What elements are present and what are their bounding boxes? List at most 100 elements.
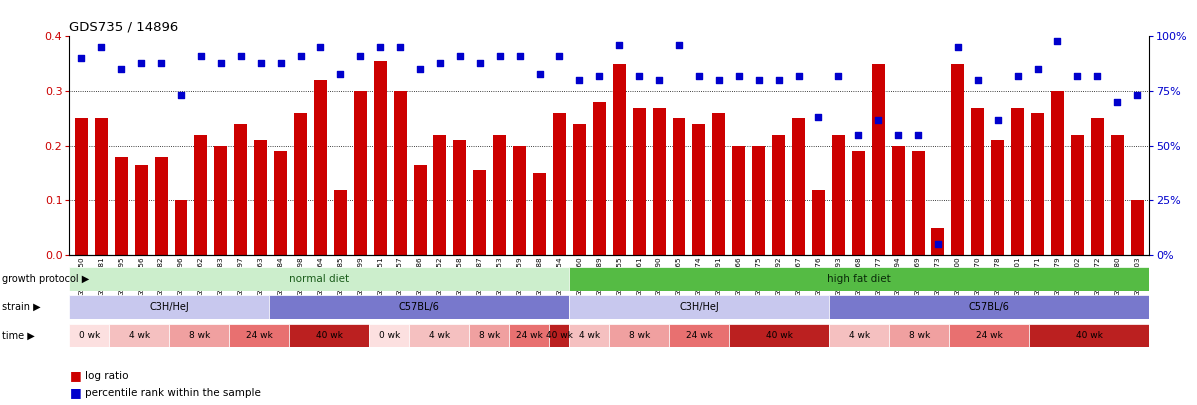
Point <box>1008 72 1027 79</box>
Point <box>1028 66 1047 72</box>
Point <box>710 77 729 83</box>
Bar <box>254 140 267 255</box>
Text: 24 wk: 24 wk <box>516 331 542 340</box>
Bar <box>170 324 230 347</box>
Bar <box>493 135 506 255</box>
Point <box>1107 99 1126 105</box>
Point <box>490 53 509 60</box>
Point <box>869 116 888 123</box>
Point <box>570 77 589 83</box>
Bar <box>549 324 570 347</box>
Text: C57BL/6: C57BL/6 <box>968 302 1009 312</box>
Text: 4 wk: 4 wk <box>129 331 150 340</box>
Point <box>251 60 271 66</box>
Bar <box>652 108 666 255</box>
Text: normal diet: normal diet <box>290 274 350 284</box>
Bar <box>69 267 570 291</box>
Bar <box>1090 118 1104 255</box>
Point <box>789 72 808 79</box>
Point <box>809 114 828 121</box>
Text: growth protocol ▶: growth protocol ▶ <box>2 274 90 284</box>
Bar <box>69 295 269 319</box>
Point <box>888 132 907 138</box>
Bar <box>772 135 785 255</box>
Text: 40 wk: 40 wk <box>546 331 572 340</box>
Bar <box>373 61 387 255</box>
Point <box>929 241 948 247</box>
Point <box>768 77 788 83</box>
Bar <box>673 118 686 255</box>
Bar <box>889 324 949 347</box>
Point <box>72 55 91 62</box>
Bar <box>314 80 327 255</box>
Point <box>549 53 569 60</box>
Text: 24 wk: 24 wk <box>247 331 273 340</box>
Point <box>968 77 988 83</box>
Point <box>909 132 928 138</box>
Bar <box>235 124 248 255</box>
Text: strain ▶: strain ▶ <box>2 302 41 312</box>
Bar <box>613 64 626 255</box>
Point <box>948 44 967 51</box>
Bar <box>729 324 830 347</box>
Bar <box>1051 91 1064 255</box>
Text: ■: ■ <box>69 386 81 399</box>
Point <box>132 60 151 66</box>
Bar <box>469 324 509 347</box>
Text: log ratio: log ratio <box>85 371 128 381</box>
Point <box>590 72 609 79</box>
Bar <box>175 200 188 255</box>
Bar <box>1071 135 1083 255</box>
Bar <box>1011 108 1025 255</box>
Point <box>152 60 171 66</box>
Bar <box>394 91 407 255</box>
Bar <box>1031 113 1044 255</box>
Text: C3H/HeJ: C3H/HeJ <box>680 302 719 312</box>
Point <box>749 77 768 83</box>
Text: 4 wk: 4 wk <box>429 331 450 340</box>
Bar <box>573 124 585 255</box>
Point <box>650 77 669 83</box>
Bar <box>294 113 306 255</box>
Bar <box>354 91 366 255</box>
Point <box>989 116 1008 123</box>
Bar <box>1111 135 1124 255</box>
Bar <box>832 135 845 255</box>
Point <box>1068 72 1087 79</box>
Point <box>1128 92 1147 99</box>
Text: 4 wk: 4 wk <box>849 331 870 340</box>
Bar <box>413 165 426 255</box>
Bar <box>1131 200 1143 255</box>
Bar <box>692 124 705 255</box>
Point <box>371 44 390 51</box>
Text: 8 wk: 8 wk <box>909 331 930 340</box>
Text: 40 wk: 40 wk <box>316 331 342 340</box>
Bar <box>135 165 147 255</box>
Bar <box>553 113 566 255</box>
Bar <box>669 324 729 347</box>
Bar <box>509 324 549 347</box>
Point <box>271 60 290 66</box>
Point <box>849 132 868 138</box>
Point <box>530 70 549 77</box>
Bar <box>214 146 227 255</box>
Bar <box>830 295 1149 319</box>
Bar <box>69 324 109 347</box>
Bar <box>334 190 347 255</box>
Point <box>689 72 709 79</box>
Point <box>231 53 250 60</box>
Point <box>431 60 450 66</box>
Text: ■: ■ <box>69 369 81 382</box>
Bar <box>871 64 885 255</box>
Point <box>351 53 370 60</box>
Bar <box>533 173 546 255</box>
Point <box>1047 38 1067 44</box>
Bar <box>812 190 825 255</box>
Bar <box>952 64 965 255</box>
Bar <box>290 324 370 347</box>
Bar <box>269 295 570 319</box>
Point <box>211 60 230 66</box>
Bar <box>733 146 746 255</box>
Bar <box>971 108 984 255</box>
Text: 40 wk: 40 wk <box>766 331 792 340</box>
